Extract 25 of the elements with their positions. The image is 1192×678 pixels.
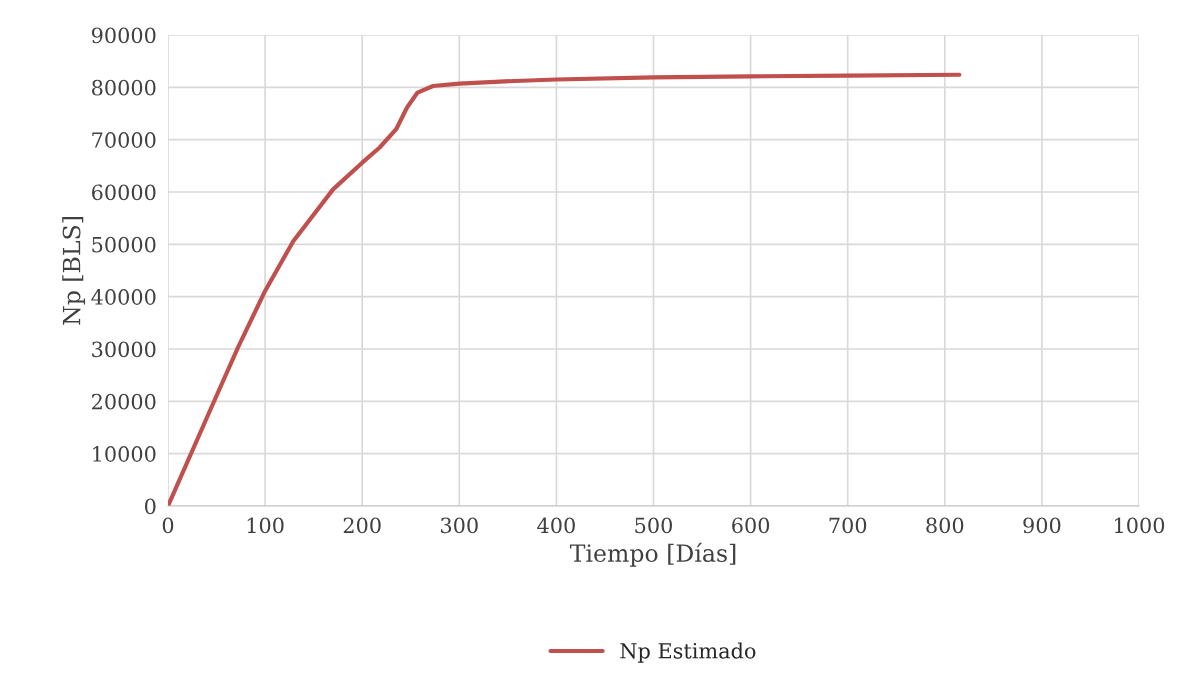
y-axis-title: Np [BLS]: [62, 217, 86, 325]
y-tick-label: 50000: [92, 236, 156, 253]
x-tick-label: 500: [635, 517, 672, 534]
y-tick-label: 40000: [91, 289, 156, 305]
line-series: [168, 72, 962, 506]
y-tick-label: 10000: [93, 446, 156, 462]
x-tick-label: 100: [247, 517, 284, 534]
y-tick-label: 60000: [92, 184, 156, 201]
x-tick-label: 900: [1023, 517, 1061, 534]
x-tick-label: 400: [537, 517, 575, 534]
legend-label: Np Estimado: [620, 642, 756, 663]
y-tick-label: 70000: [92, 132, 156, 148]
x-tick-label: 0: [162, 517, 174, 534]
y-tick-label: 0: [145, 498, 156, 515]
y-tick-label: 80000: [92, 79, 156, 96]
y-tick-label: 90000: [91, 27, 156, 44]
x-tick-label: 300: [441, 517, 478, 534]
x-axis-title: Tiempo [Días]: [569, 542, 736, 567]
x-tick-label: 600: [732, 517, 770, 534]
x-tick-label: 700: [829, 517, 867, 534]
y-tick-label: 20000: [92, 393, 156, 410]
x-tick-label: 1000: [1115, 517, 1165, 534]
x-tick-label: 200: [343, 517, 381, 534]
x-tick-label: 800: [926, 517, 964, 534]
y-tick-label: 30000: [92, 341, 156, 358]
